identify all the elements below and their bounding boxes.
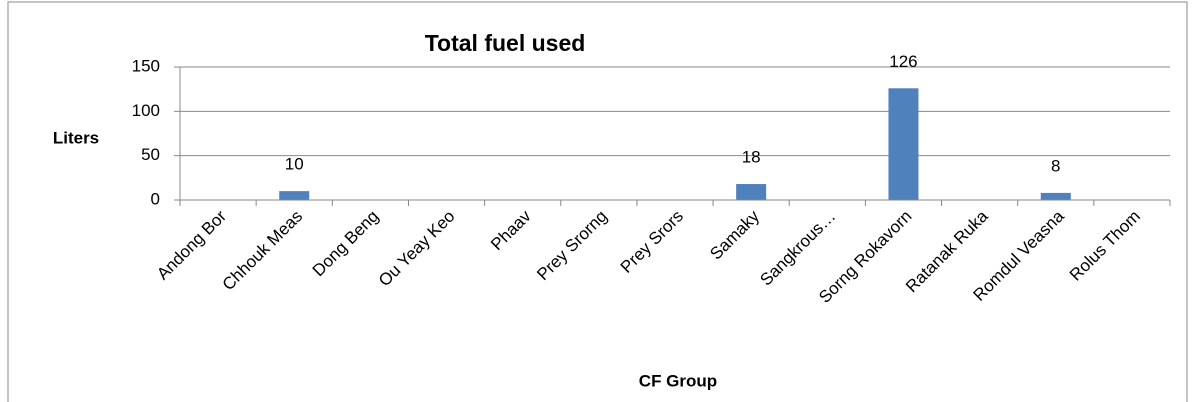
x-tick-label: Andong Bor — [153, 206, 230, 283]
chart-frame — [7, 1, 1188, 402]
x-tick-label: Sangkrous… — [756, 207, 839, 290]
bar — [1040, 192, 1071, 200]
x-tick-label: Dong Beng — [309, 207, 383, 281]
x-tick-label: Prey Srorng — [533, 207, 611, 285]
data-label: 18 — [742, 148, 761, 167]
bar — [888, 88, 919, 200]
x-tick-label: Phaav — [487, 206, 535, 254]
x-tick-label: Prey Srors — [617, 207, 687, 277]
bar — [279, 191, 310, 200]
x-tick-label: Samaky — [706, 206, 763, 263]
y-tick-label: 100 — [132, 101, 160, 120]
y-tick-label: 150 — [132, 56, 160, 75]
chart-title: Total fuel used — [425, 30, 586, 56]
x-tick-label: Chhouk Meas — [219, 207, 307, 295]
y-tick-label: 50 — [141, 145, 160, 164]
data-label: 126 — [889, 52, 917, 71]
bar — [736, 184, 767, 200]
y-axis-label: Liters — [53, 128, 99, 147]
x-axis-label: CF Group — [639, 371, 717, 390]
data-label: 8 — [1051, 156, 1060, 175]
data-label: 10 — [285, 155, 304, 174]
x-tick-label: Ou Yeay Keo — [375, 207, 459, 291]
x-tick-label: Rolus Thom — [1066, 207, 1144, 285]
y-tick-label: 0 — [151, 189, 160, 208]
